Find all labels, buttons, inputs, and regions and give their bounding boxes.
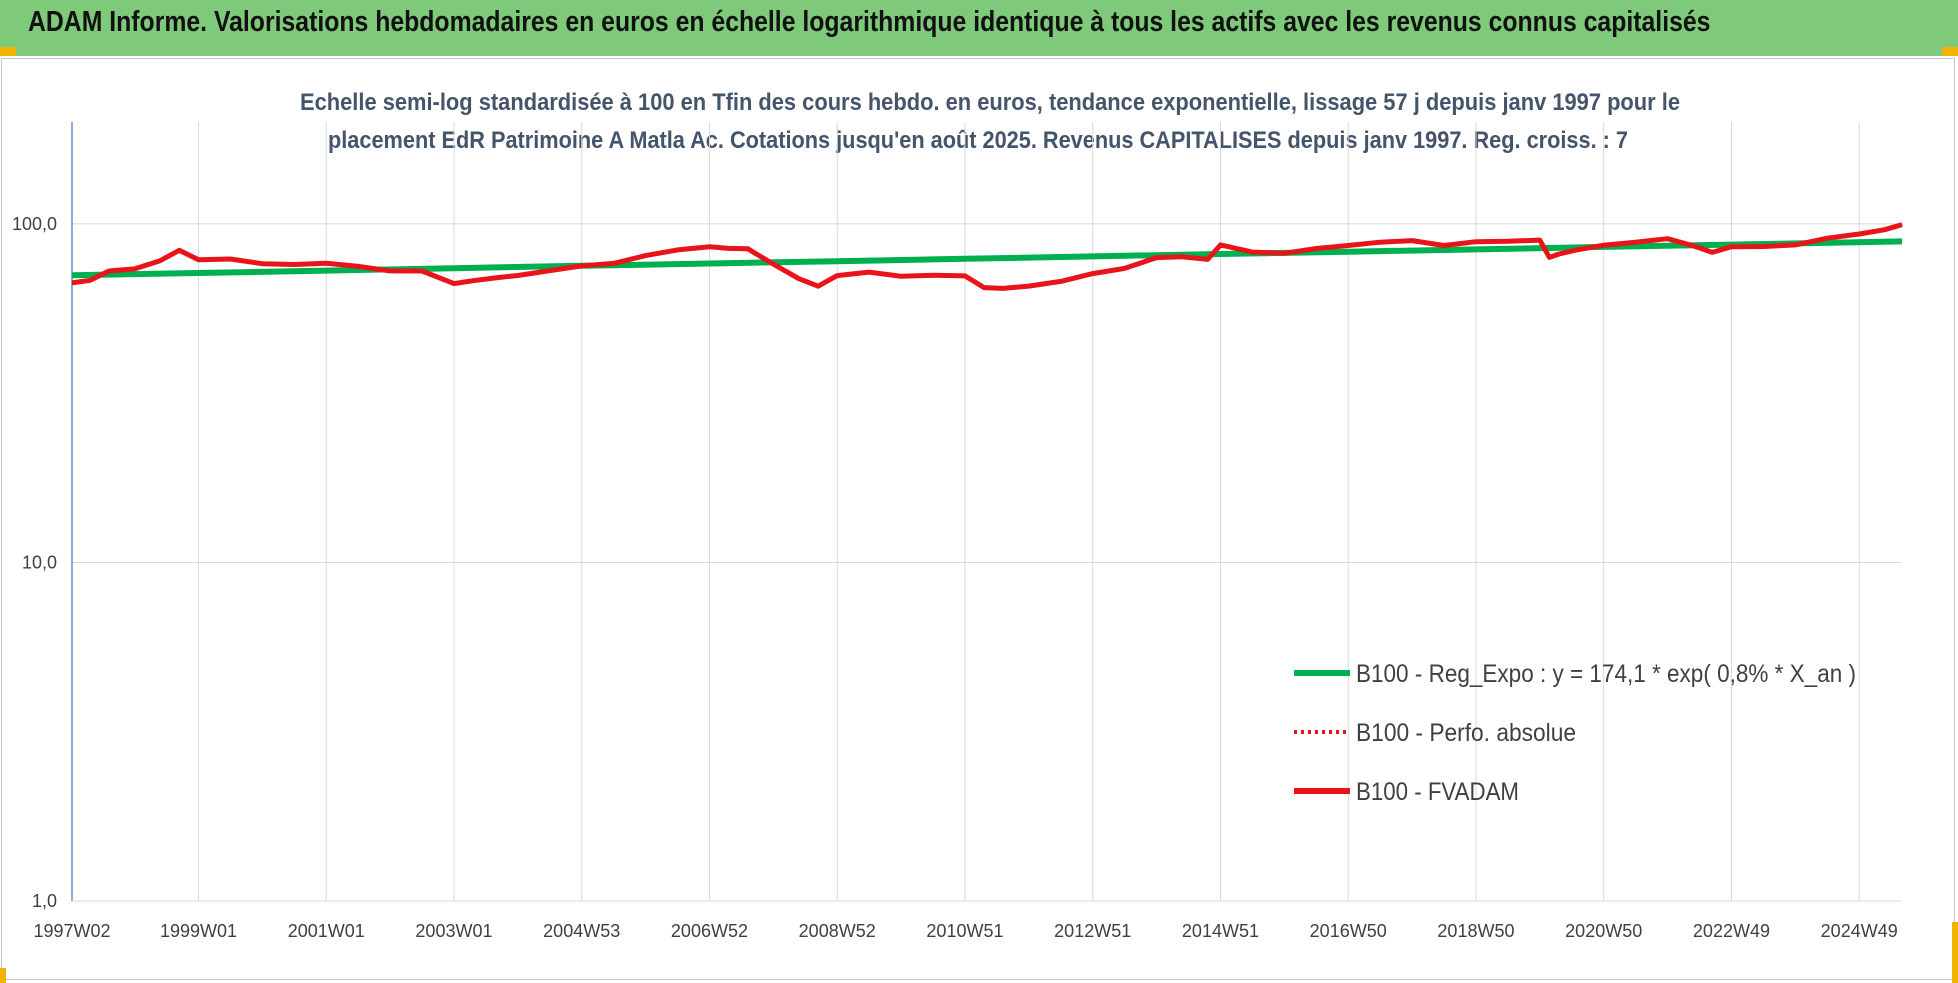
x-tick-label: 2008W52 <box>799 921 876 941</box>
x-tick-label: 2012W51 <box>1054 921 1131 941</box>
y-tick-label: 100,0 <box>12 214 57 234</box>
series-layer <box>71 222 1903 291</box>
x-tick-label: 2004W53 <box>543 921 620 941</box>
chart-frame <box>1 58 1955 980</box>
x-tick-label: 1997W02 <box>33 921 110 941</box>
corner-marker-bottom-right <box>1952 922 1958 983</box>
x-tick-label: 2014W51 <box>1182 921 1259 941</box>
series-line-solid-red <box>71 222 1903 291</box>
x-tick-label: 2020W50 <box>1565 921 1642 941</box>
legend-label-reg-expo: B100 - Reg_Expo : y = 174,1 * exp( 0,8% … <box>1356 660 1856 688</box>
legend-label-fvadam: B100 - FVADAM <box>1356 778 1519 806</box>
chart-subtitle-line-1: Echelle semi-log standardisée à 100 en T… <box>300 89 1680 116</box>
corner-marker-top-left <box>0 47 16 56</box>
x-tick-label: 2024W49 <box>1821 921 1898 941</box>
chart-subtitle-line-2: placement EdR Patrimoine A Matla Ac. Cot… <box>328 127 1628 154</box>
y-tick-label: 1,0 <box>32 891 57 911</box>
corner-marker-top-right <box>1942 47 1958 56</box>
x-tick-label: 2018W50 <box>1437 921 1514 941</box>
x-tick-label: 2016W50 <box>1310 921 1387 941</box>
legend: B100 - Reg_Expo : y = 174,1 * exp( 0,8% … <box>1294 660 1856 806</box>
x-tick-label: 2003W01 <box>415 921 492 941</box>
legend-label-perfo-absolue: B100 - Perfo. absolue <box>1356 719 1576 747</box>
x-tick-label: 2006W52 <box>671 921 748 941</box>
x-tick-label: 2010W51 <box>926 921 1003 941</box>
header-banner: ADAM Informe. Valorisations hebdomadaire… <box>0 0 1958 56</box>
corner-marker-bottom-left <box>0 968 6 983</box>
y-tick-label: 10,0 <box>22 552 57 572</box>
x-tick-label: 2022W49 <box>1693 921 1770 941</box>
axis-layer: 1997W02 1999W01 2001W01 2003W01 2004W53 2006W… <box>12 122 1902 941</box>
grid-layer <box>72 122 1902 901</box>
x-tick-label: 2001W01 <box>288 921 365 941</box>
series-line-solid-green <box>71 238 1903 279</box>
page-title: ADAM Informe. Valorisations hebdomadaire… <box>28 6 1711 38</box>
x-tick-label: 1999W01 <box>160 921 237 941</box>
